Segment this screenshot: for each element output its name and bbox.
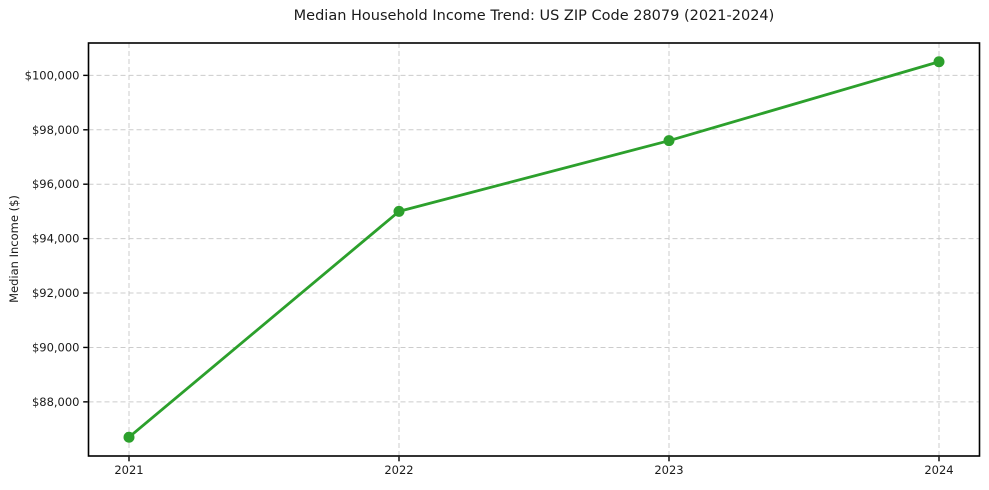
y-tick-label: $90,000 bbox=[32, 340, 80, 354]
x-tick-label: 2023 bbox=[654, 463, 683, 477]
x-tick-label: 2022 bbox=[384, 463, 413, 477]
x-tick-label: 2024 bbox=[924, 463, 953, 477]
y-tick-label: $94,000 bbox=[32, 232, 80, 246]
y-tick-label: $100,000 bbox=[25, 68, 80, 82]
chart-title: Median Household Income Trend: US ZIP Co… bbox=[293, 8, 775, 24]
y-tick-label: $96,000 bbox=[32, 177, 80, 191]
data-line bbox=[127, 60, 941, 439]
data-point bbox=[393, 205, 405, 217]
data-point bbox=[123, 431, 135, 443]
y-tick-label: $92,000 bbox=[32, 286, 80, 300]
x-tick-label: 2021 bbox=[114, 463, 143, 477]
data-point bbox=[663, 135, 675, 147]
plot-border bbox=[87, 42, 981, 457]
y-tick-label: $88,000 bbox=[32, 395, 80, 409]
y-tick-label: $98,000 bbox=[32, 123, 80, 137]
data-point bbox=[933, 56, 945, 68]
